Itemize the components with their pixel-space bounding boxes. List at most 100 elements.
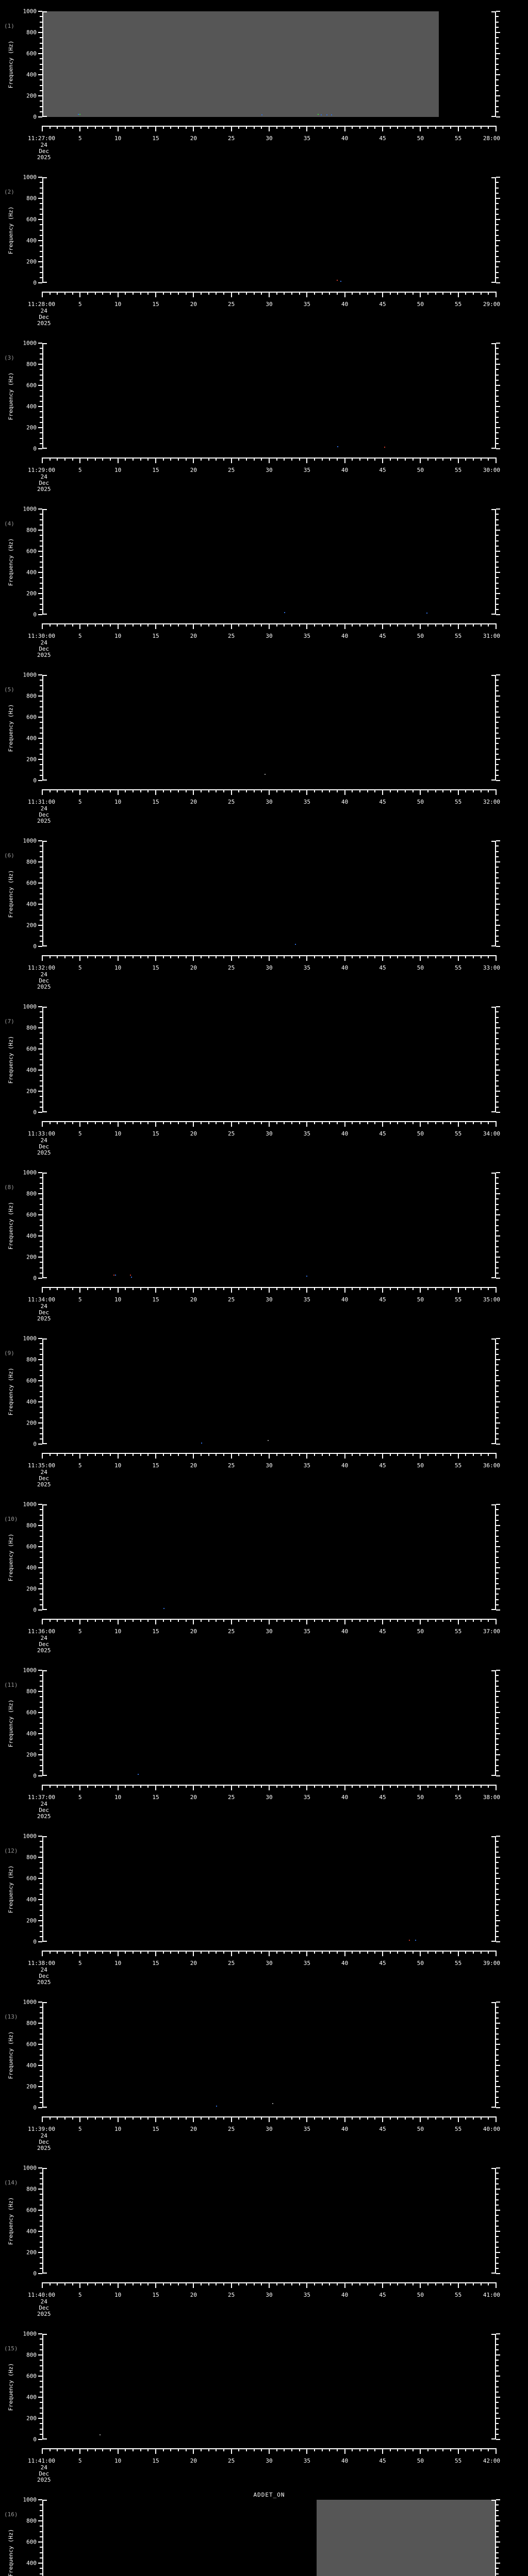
time-tick-major <box>117 2282 119 2288</box>
spectrogram-panel[interactable]: (3) Frequency (Hz) 0 200 400 600 800 1000 11:29:… <box>0 332 528 498</box>
axis-corner-cap <box>491 2500 496 2501</box>
time-tick-minor <box>102 292 104 295</box>
time-tick-label: 5 <box>78 1794 82 1801</box>
time-tick-major <box>344 1453 345 1459</box>
time-axis[interactable] <box>42 1453 497 1459</box>
spectrogram-panel[interactable]: (4) Frequency (Hz) 0 200 400 600 800 1000 11:30:… <box>0 498 528 664</box>
time-tick-major <box>117 1619 119 1624</box>
time-tick-minor <box>49 126 51 129</box>
time-tick-major <box>382 457 383 463</box>
y-axis-tick <box>38 2541 42 2543</box>
y-axis-tick <box>40 2246 42 2248</box>
y-axis-tick <box>40 437 42 439</box>
time-axis[interactable] <box>42 789 497 795</box>
spectrogram-panel[interactable]: (11) Frequency (Hz) 0 200 400 600 800 1000 11:37… <box>0 1659 528 1825</box>
axis-corner-cap <box>42 282 47 283</box>
time-tick-minor <box>389 2448 391 2451</box>
y-axis-tick-right <box>496 685 499 686</box>
axis-corner-cap <box>491 1338 496 1340</box>
time-start-label: 11:32:00 <box>28 964 55 971</box>
y-axis-tick <box>40 845 42 847</box>
y-axis-tick-right <box>496 1733 500 1734</box>
spectrogram-panel[interactable]: (14) Frequency (Hz) 0 200 400 600 800 1000 11:40… <box>0 2157 528 2323</box>
y-axis-tick-label: 400 <box>26 1398 37 1405</box>
time-tick-minor <box>405 2282 406 2285</box>
spectrogram-panel[interactable]: (10) Frequency (Hz) 0 200 400 600 800 1000 11:36… <box>0 1493 528 1659</box>
y-axis-tick <box>38 2354 42 2355</box>
time-tick-minor <box>488 126 489 129</box>
spectrogram-panel[interactable]: (15) Frequency (Hz) 0 200 400 600 800 1000 11:41… <box>0 2323 528 2488</box>
y-axis-tick-right <box>496 1364 499 1366</box>
spectrogram-panel[interactable]: (12) Frequency (Hz) 0 200 400 600 800 1000 11:38… <box>0 1825 528 1991</box>
spectrogram-panel[interactable]: (8) Frequency (Hz) 0 200 400 600 800 1000 11:34:… <box>0 1161 528 1327</box>
time-axis[interactable] <box>42 2448 497 2454</box>
spectrogram-panel[interactable]: ADDET_ON(16)Frequency (Hz)02004006008001… <box>0 2488 528 2576</box>
y-axis-tick <box>40 1851 42 1853</box>
axis-corner-cap <box>491 841 496 842</box>
time-tick-major <box>230 1619 232 1624</box>
time-tick-minor <box>276 1287 277 1290</box>
time-axis[interactable] <box>42 126 497 132</box>
y-axis-tick-right <box>496 1032 499 1034</box>
y-axis-tick <box>40 1428 42 1429</box>
time-tick-label: 50 <box>417 1628 424 1635</box>
time-axis[interactable] <box>42 2116 497 2123</box>
time-axis[interactable] <box>42 457 497 464</box>
y-axis-tick <box>40 63 42 65</box>
y-axis-tick <box>40 1727 42 1729</box>
time-tick-minor <box>49 1453 51 1456</box>
time-tick-label: 15 <box>152 1628 159 1635</box>
time-tick-major <box>230 1785 232 1790</box>
time-tick-minor <box>480 1121 482 1124</box>
time-axis[interactable] <box>42 623 497 630</box>
time-tick-minor <box>367 789 368 792</box>
y-axis-tick <box>40 2573 42 2574</box>
time-axis[interactable] <box>42 1287 497 1293</box>
time-axis[interactable] <box>42 1785 497 1791</box>
y-axis-tick-right <box>496 2102 499 2103</box>
spectrogram-panel[interactable]: (13) Frequency (Hz) 0 200 400 600 800 1000 11:39… <box>0 1991 528 2157</box>
y-axis-tick-right <box>496 2531 499 2532</box>
spectrogram-panel[interactable]: (9) Frequency (Hz) 0 200 400 600 800 1000 11:35:… <box>0 1327 528 1493</box>
time-axis[interactable] <box>42 1121 497 1127</box>
time-axis[interactable] <box>42 1951 497 1957</box>
y-axis-tick <box>38 1546 42 1547</box>
time-tick-major <box>193 789 194 795</box>
time-tick-minor <box>314 292 315 295</box>
time-axis[interactable] <box>42 1619 497 1625</box>
time-tick-major <box>155 1619 156 1624</box>
time-axis[interactable] <box>42 292 497 298</box>
time-axis[interactable] <box>42 2282 497 2289</box>
spectrogram-panel[interactable]: (6) Frequency (Hz) 0 200 400 600 800 1000 11:32:… <box>0 829 528 995</box>
time-axis[interactable] <box>42 955 497 961</box>
axis-spine <box>495 1173 496 1278</box>
y-axis-tick-right <box>496 1540 499 1542</box>
y-axis-tick <box>38 1588 42 1589</box>
time-tick-minor <box>321 1619 323 1622</box>
spectrogram-panel[interactable]: (5) Frequency (Hz) 0 200 400 600 800 1000 11:31:… <box>0 664 528 829</box>
time-tick-minor <box>367 2448 368 2451</box>
time-axis-labels: 11:38:00 5 10 15 20 25 30 35 40 45 50 55 39:00 <box>0 1960 528 1967</box>
time-tick-minor <box>389 1287 391 1290</box>
spectrogram-panel[interactable]: (2) Frequency (Hz) 0 200 400 600 800 1000 11:28:… <box>0 166 528 332</box>
spectrogram-panel[interactable]: (1) Frequency (Hz) 0 200 400 600 800 1000 11:27:… <box>0 0 528 166</box>
spectrogram-panel[interactable]: (7) Frequency (Hz) 0 200 400 600 800 1000 11:33:… <box>0 995 528 1161</box>
time-tick-minor <box>162 2448 164 2451</box>
time-tick-minor <box>223 1785 224 1788</box>
